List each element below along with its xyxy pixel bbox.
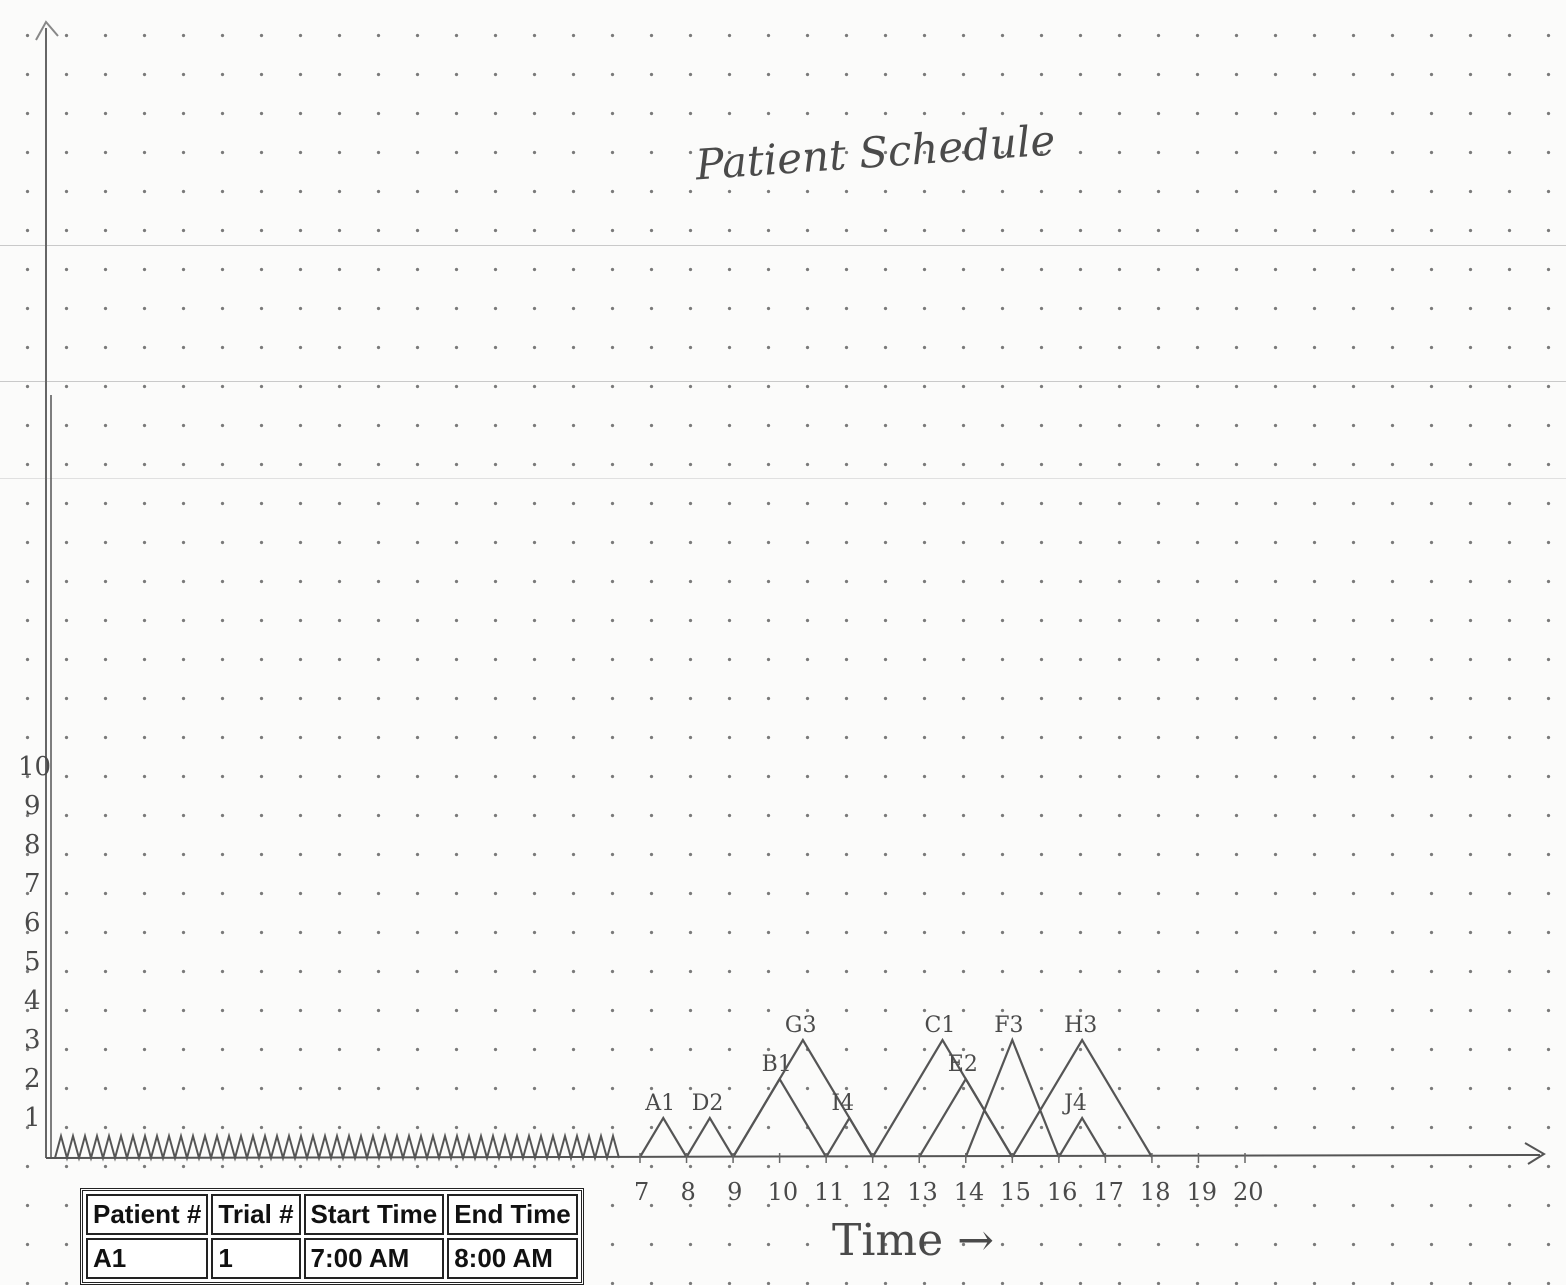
header-end-time: End Time [447,1194,578,1235]
ruled-line [0,245,1566,246]
x-tick-label: 11 [814,1178,845,1206]
peak-label: H3 [1064,1013,1097,1038]
x-tick-label: 9 [727,1178,742,1206]
table-row: A1 1 7:00 AM 8:00 AM [86,1238,578,1279]
peak-b1 [732,1076,828,1158]
x-tick-label: 8 [681,1178,696,1206]
x-axis-arrow-icon [1524,1142,1546,1165]
cell-end-time: 8:00 AM [447,1238,578,1279]
x-tick-label: 12 [861,1178,892,1206]
cell-patient: A1 [86,1238,209,1279]
header-start-time: Start Time [303,1194,445,1235]
header-trial: Trial # [211,1194,301,1235]
chart-title: Patient Schedule [693,115,1057,189]
patient-table-container: Patient # Trial # Start Time End Time A1… [80,1188,584,1285]
patient-table: Patient # Trial # Start Time End Time A1… [83,1191,581,1282]
peak-j4 [1057,1115,1107,1158]
ruled-line [0,478,1566,479]
peak-label: A1 [644,1091,675,1116]
peak-label: G3 [785,1013,817,1038]
table-header-row: Patient # Trial # Start Time End Time [86,1194,578,1235]
peak-label: D2 [692,1091,724,1116]
x-tick-label: 17 [1093,1178,1124,1206]
peak-f3 [964,1037,1060,1158]
y-tick-label: 5 [24,947,41,977]
y-tick-label: 9 [24,791,41,821]
y-tick-label: 3 [24,1025,41,1055]
peak-label: E2 [948,1052,978,1077]
x-tick-label: 16 [1047,1178,1078,1206]
y-tick-label: 6 [24,908,41,938]
peak-a1 [639,1115,688,1158]
y-tick-label: 7 [24,869,41,899]
peak-d2 [685,1115,735,1158]
peak-label: B1 [762,1052,792,1077]
y-axis-arrow-icon [35,20,59,41]
peak-e2 [918,1076,1014,1158]
y-tick-label: 10 [18,752,51,782]
peak-c1 [871,1037,1014,1158]
peak-h3 [1011,1037,1153,1158]
peak-i4 [825,1115,874,1158]
x-tick-label: 20 [1233,1178,1264,1206]
x-tick-label: 18 [1140,1178,1171,1206]
x-tick-label: 13 [907,1178,938,1206]
peak-label: F3 [994,1013,1023,1038]
x-tick-label: 10 [768,1178,799,1206]
ruled-line [0,381,1566,382]
header-patient: Patient # [86,1194,209,1235]
y-tick-label: 1 [24,1103,41,1133]
axis-break-squiggle [54,1132,620,1162]
peak-label: I4 [831,1091,854,1116]
y-tick-label: 4 [24,986,41,1016]
x-axis-label: Time → [832,1215,994,1266]
x-tick-label: 15 [1000,1178,1031,1206]
cell-start-time: 7:00 AM [303,1238,445,1279]
x-tick-label: 19 [1186,1178,1217,1206]
cell-trial: 1 [211,1238,301,1279]
y-tick-label: 8 [24,830,41,860]
peak-label: J4 [1062,1091,1087,1116]
y-tick-label: 2 [24,1064,41,1094]
x-tick-label: 14 [954,1178,985,1206]
x-tick-label: 7 [634,1178,649,1206]
peak-label: C1 [925,1013,956,1038]
